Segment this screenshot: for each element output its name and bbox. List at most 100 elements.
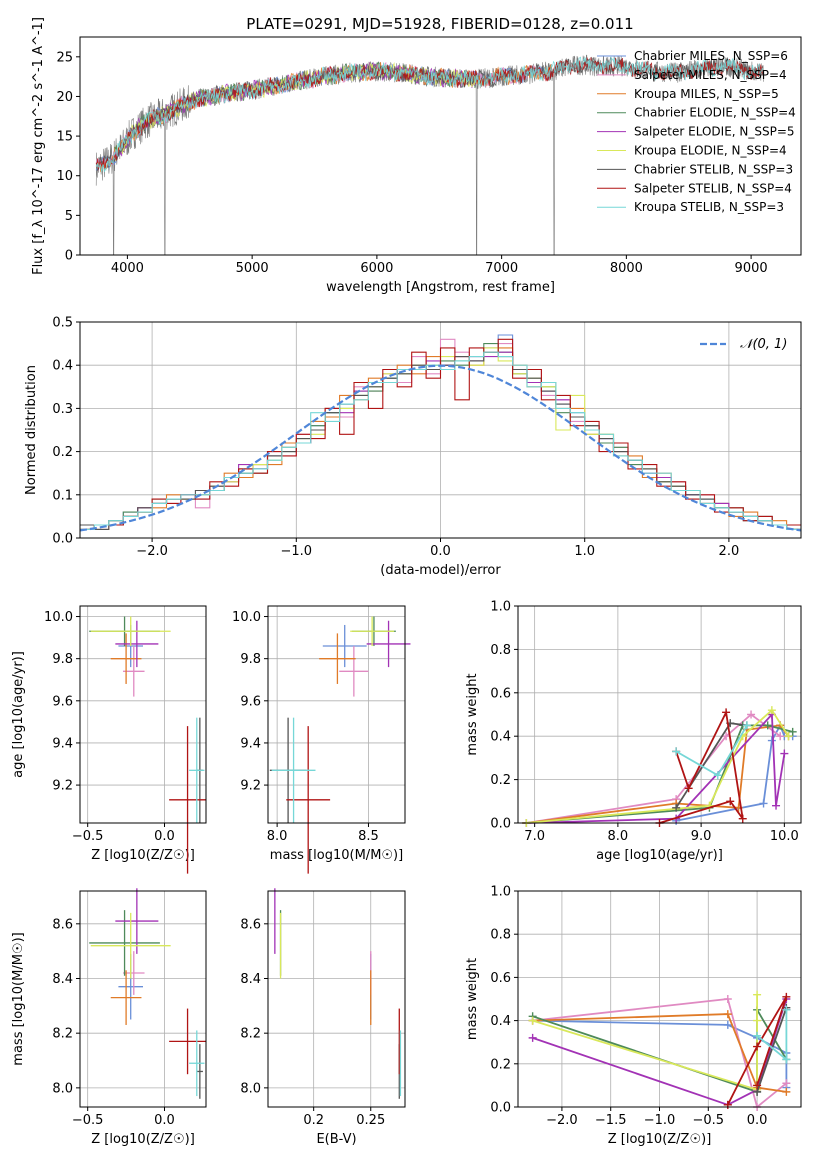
x-tick-label: 1.0 — [574, 544, 595, 559]
axes-spectrum: 4000 5000 6000 7000 8000 9000 0 5 10 15 20 25 wavele… — [31, 17, 768, 295]
plot-frame — [79, 890, 207, 1108]
y-tick-label: 5 — [65, 209, 73, 224]
errorbars — [274, 888, 402, 1099]
axes-mass-vs-z: −0.5 0.0 8.0 8.2 8.4 8.6 Z [log10(Z/Z☉)] mass [… — [11, 891, 206, 1147]
y-tick-label: 9.6 — [240, 694, 261, 709]
y-tick-label: 0.5 — [52, 316, 73, 331]
weight-marker — [738, 814, 747, 823]
weight-marker — [776, 732, 785, 741]
x-tick-label: 0.0 — [154, 829, 175, 844]
weight-marker — [726, 797, 735, 806]
x-tick-label: −0.5 — [693, 1113, 725, 1128]
x-tick-label: 10.0 — [770, 829, 799, 844]
y-tick-label: 0.2 — [490, 773, 511, 788]
y-tick-label: 9.4 — [52, 736, 73, 751]
weight-line — [532, 1013, 787, 1093]
x-axis-label: age [log10(age/yr)] — [596, 848, 723, 863]
y-axis-label: Normed distribution — [24, 365, 39, 495]
weight-marker — [772, 801, 781, 810]
x-tick-label: 7.0 — [524, 829, 545, 844]
weight-line — [659, 709, 744, 824]
y-tick-label: 0.3 — [52, 402, 73, 417]
y-axis-label: mass weight — [465, 958, 480, 1040]
weight-marker — [684, 784, 693, 793]
y-axis-label: Flux [f_λ 10^-17 erg cm^-2 s^-1 A^-1] — [31, 17, 46, 275]
x-tick-label: 9000 — [735, 261, 768, 276]
weight-marker — [753, 1042, 762, 1051]
weight-marker — [723, 1010, 732, 1019]
legend-label: Chabrier STELIB, N_SSP=3 — [634, 162, 793, 176]
axes-mass-vs-e-b-v-: 0.2 0.25 8.0 8.2 8.4 8.6 E(B-V) — [240, 891, 405, 1147]
x-tick-label: 7000 — [485, 261, 518, 276]
legend-label: Chabrier ELODIE, N_SSP=4 — [634, 106, 796, 120]
weight-line — [526, 724, 790, 824]
y-tick-label: 0.1 — [52, 488, 73, 503]
y-tick-label: 0.0 — [490, 1101, 511, 1116]
x-axis-label: Z [log10(Z/Z☉)] — [91, 848, 195, 863]
plot-frame — [79, 321, 802, 539]
weight-marker — [767, 706, 776, 715]
weight-marker — [722, 708, 731, 717]
weight-marker — [672, 747, 681, 756]
y-tick-label: 9.6 — [52, 694, 73, 709]
y-axis-label: age [log10(age/yr)] — [11, 651, 26, 778]
y-tick-label: 8.6 — [52, 917, 73, 932]
y-tick-label: 8.4 — [52, 972, 73, 987]
y-tick-label: 9.8 — [52, 652, 73, 667]
weight-marker — [747, 710, 756, 719]
legend-label: Kroupa STELIB, N_SSP=3 — [634, 200, 784, 214]
x-axis-label: (data-model)/error — [380, 563, 501, 578]
weight-lines — [528, 990, 791, 1111]
weight-marker — [782, 1087, 791, 1096]
x-tick-label: −0.5 — [72, 829, 104, 844]
x-tick-label: −0.5 — [72, 1113, 104, 1128]
plot-frame — [79, 36, 802, 256]
y-tick-label: 8.6 — [240, 917, 261, 932]
weight-marker — [528, 1033, 537, 1042]
y-tick-label: 9.8 — [240, 652, 261, 667]
x-tick-label: −1.0 — [281, 544, 313, 559]
y-axis-label: mass [log10(M/M☉)] — [11, 932, 26, 1065]
x-tick-label: 4000 — [111, 261, 144, 276]
y-tick-label: 0 — [65, 249, 73, 264]
y-tick-label: 0.8 — [490, 928, 511, 943]
weight-marker — [788, 727, 797, 736]
weight-lines — [522, 706, 797, 827]
weight-marker — [723, 1100, 732, 1109]
x-tick-label: 6000 — [360, 261, 393, 276]
y-tick-label: 10.0 — [44, 610, 73, 625]
x-tick-label: 2.0 — [719, 544, 740, 559]
legend-label: Salpeter ELODIE, N_SSP=5 — [634, 125, 795, 139]
errorbars — [89, 616, 206, 874]
y-axis-label: mass weight — [465, 673, 480, 755]
x-axis-label: Z [log10(Z/Z☉)] — [91, 1132, 195, 1147]
x-tick-label: 5000 — [236, 261, 269, 276]
y-tick-label: 9.2 — [240, 779, 261, 794]
errorbars — [269, 616, 411, 874]
y-tick-label: 10.0 — [232, 610, 261, 625]
y-tick-label: 0.2 — [490, 1057, 511, 1072]
weight-line — [726, 996, 788, 1106]
weight-marker — [782, 1005, 791, 1014]
y-tick-label: 0.8 — [490, 643, 511, 658]
x-tick-label: 0.0 — [154, 1113, 175, 1128]
legend-label: 𝒩(0, 1) — [740, 337, 787, 352]
x-tick-label: −2.0 — [546, 1113, 578, 1128]
weight-marker — [713, 771, 722, 780]
plot-frame — [79, 605, 207, 824]
weight-marker — [672, 803, 681, 812]
x-tick-label: 8.5 — [358, 829, 379, 844]
weight-line — [532, 994, 758, 1091]
gaussian-reference-line — [79, 364, 802, 532]
y-tick-label: 0.0 — [490, 817, 511, 832]
y-tick-label: 8.0 — [240, 1081, 261, 1096]
weight-marker — [782, 1055, 791, 1064]
x-tick-label: −1.5 — [595, 1113, 627, 1128]
legend-label: Salpeter MILES, N_SSP=4 — [634, 68, 787, 82]
x-tick-label: −1.0 — [644, 1113, 676, 1128]
weight-marker — [723, 995, 732, 1003]
y-tick-label: 0.4 — [490, 1014, 511, 1029]
y-tick-label: 1.0 — [490, 600, 511, 615]
weight-line — [532, 998, 788, 1106]
